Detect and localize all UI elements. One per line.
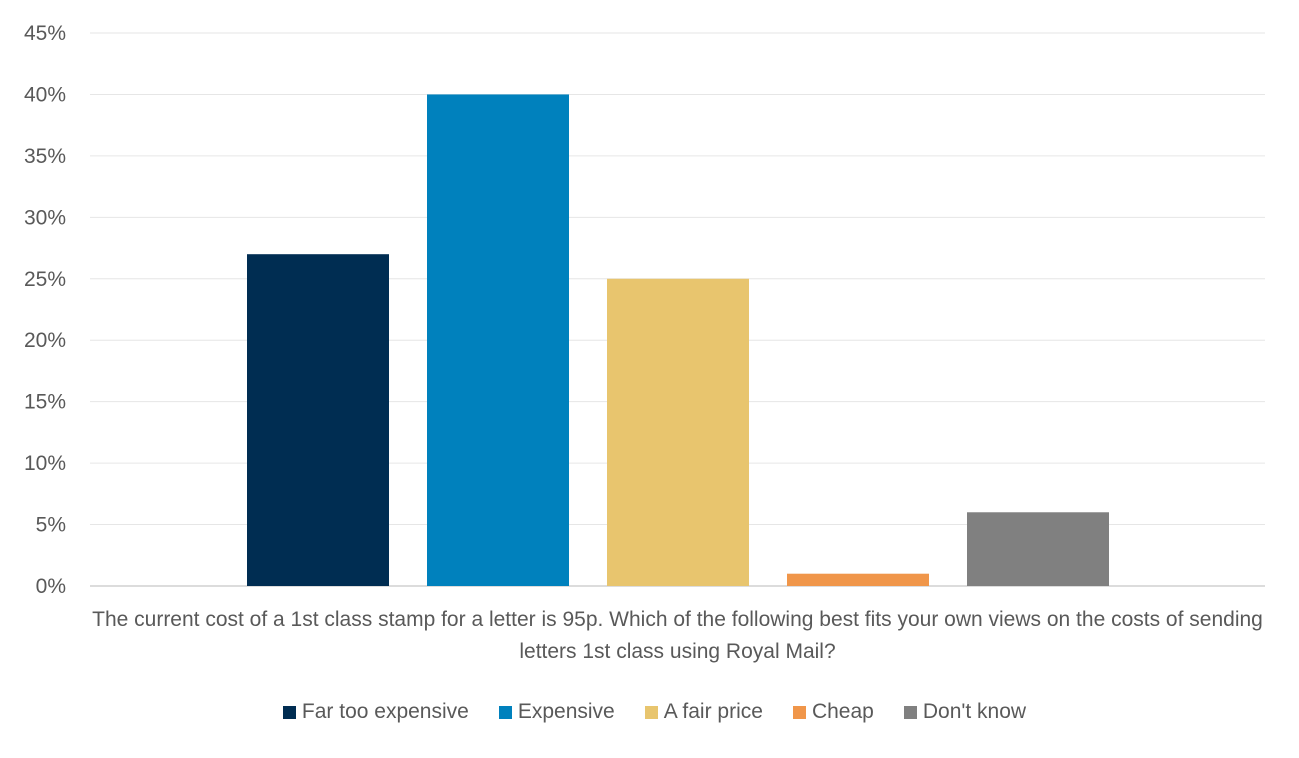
legend-item: Don't know <box>903 700 1027 724</box>
y-tick-label: 20% <box>24 329 66 352</box>
y-tick-label: 10% <box>24 452 66 475</box>
legend-item: A fair price <box>644 700 763 724</box>
legend-swatch <box>792 705 806 719</box>
y-tick-label: 5% <box>36 514 66 537</box>
y-tick-label: 30% <box>24 206 66 229</box>
y-tick-label: 25% <box>24 268 66 291</box>
legend-item: Cheap <box>792 700 874 724</box>
legend-swatch <box>644 705 658 719</box>
y-tick-label: 40% <box>24 83 66 106</box>
y-tick-label: 0% <box>36 575 66 598</box>
bar-cheap <box>787 573 929 586</box>
bar-chart: 0% 5% 10% 15% 20% 25% 30% 35% 40% 45% <box>24 22 1265 598</box>
legend-label: Far too expensive <box>301 700 469 723</box>
legend-label: Don't know <box>922 700 1027 723</box>
legend-label: A fair price <box>663 700 763 723</box>
y-tick-label: 15% <box>24 391 66 414</box>
y-tick-label: 35% <box>24 145 66 168</box>
bar-a-fair-price <box>607 278 749 586</box>
legend-label: Cheap <box>811 700 874 723</box>
legend-item: Far too expensive <box>282 700 469 724</box>
legend-swatch <box>903 705 917 719</box>
bar-far-too-expensive <box>247 254 389 586</box>
bar-don-t-know <box>967 512 1109 586</box>
legend: Far too expensive Expensive A fair price Ch… <box>0 700 1299 724</box>
legend-swatch <box>498 705 512 719</box>
bar-expensive <box>427 94 569 586</box>
x-axis-label: The current cost of a 1st class stamp fo… <box>92 608 1263 663</box>
legend-item: Expensive <box>498 700 615 724</box>
y-tick-label: 45% <box>24 22 66 45</box>
legend-swatch <box>282 705 296 719</box>
legend-label: Expensive <box>517 700 615 723</box>
